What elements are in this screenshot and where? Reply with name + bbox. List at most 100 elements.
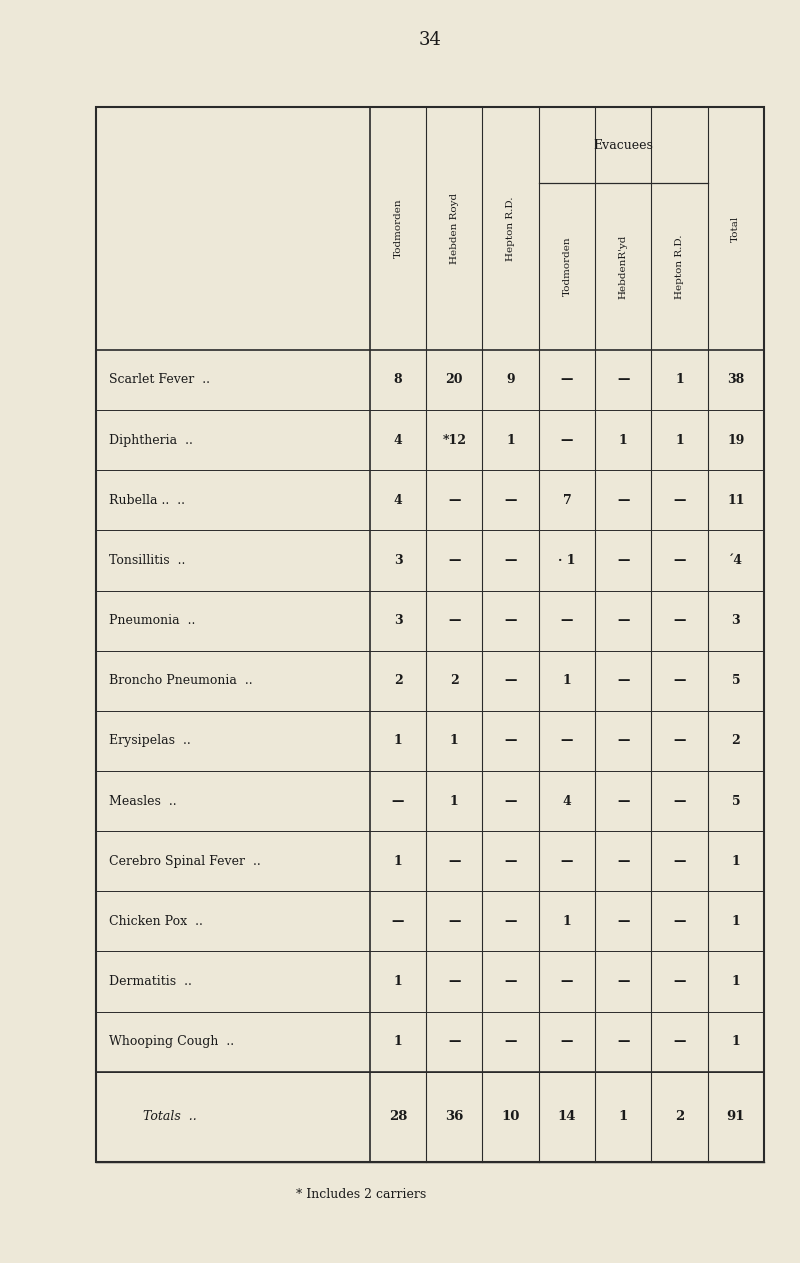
Text: Totals  ..: Totals .. bbox=[142, 1110, 197, 1123]
Text: Pneumonia  ..: Pneumonia .. bbox=[110, 614, 196, 628]
Text: 2: 2 bbox=[731, 734, 740, 748]
Text: —: — bbox=[617, 554, 630, 567]
Text: Whooping Cough  ..: Whooping Cough .. bbox=[110, 1036, 234, 1048]
Text: Hepton R.D.: Hepton R.D. bbox=[675, 235, 684, 299]
Text: 91: 91 bbox=[726, 1110, 745, 1123]
Text: 1: 1 bbox=[450, 734, 458, 748]
Text: 3: 3 bbox=[394, 554, 402, 567]
Text: 1: 1 bbox=[394, 975, 402, 988]
Text: —: — bbox=[448, 554, 461, 567]
Text: —: — bbox=[674, 494, 686, 506]
Text: —: — bbox=[505, 734, 517, 748]
Text: 10: 10 bbox=[502, 1110, 520, 1123]
Text: Todmorden: Todmorden bbox=[394, 198, 402, 259]
Text: Todmorden: Todmorden bbox=[562, 236, 571, 297]
Text: 8: 8 bbox=[394, 374, 402, 386]
Text: * Includes 2 carriers: * Includes 2 carriers bbox=[296, 1188, 426, 1201]
Text: 3: 3 bbox=[394, 614, 402, 628]
Text: Rubella ..  ..: Rubella .. .. bbox=[110, 494, 186, 506]
Text: —: — bbox=[674, 855, 686, 868]
Text: Total: Total bbox=[731, 216, 740, 241]
Text: —: — bbox=[617, 914, 630, 928]
Text: Hepton R.D.: Hepton R.D. bbox=[506, 196, 515, 261]
Text: —: — bbox=[448, 914, 461, 928]
Text: 9: 9 bbox=[506, 374, 515, 386]
Text: —: — bbox=[674, 614, 686, 628]
Text: 1: 1 bbox=[618, 1110, 628, 1123]
Text: —: — bbox=[674, 975, 686, 988]
Text: 38: 38 bbox=[727, 374, 745, 386]
Text: 1: 1 bbox=[731, 1036, 740, 1048]
Text: 20: 20 bbox=[446, 374, 463, 386]
Text: —: — bbox=[617, 374, 630, 386]
Text: 1: 1 bbox=[731, 975, 740, 988]
Text: 1: 1 bbox=[394, 1036, 402, 1048]
Text: —: — bbox=[617, 674, 630, 687]
Text: —: — bbox=[561, 614, 573, 628]
Text: —: — bbox=[392, 914, 404, 928]
Text: —: — bbox=[561, 734, 573, 748]
Text: ´4: ´4 bbox=[728, 554, 743, 567]
Text: 19: 19 bbox=[727, 433, 745, 447]
Text: Broncho Pneumonia  ..: Broncho Pneumonia .. bbox=[110, 674, 253, 687]
Text: —: — bbox=[617, 494, 630, 506]
Text: 5: 5 bbox=[731, 674, 740, 687]
Text: · 1: · 1 bbox=[558, 554, 576, 567]
Text: 4: 4 bbox=[394, 433, 402, 447]
Text: —: — bbox=[561, 975, 573, 988]
Text: —: — bbox=[617, 794, 630, 807]
Text: Tonsillitis  ..: Tonsillitis .. bbox=[110, 554, 186, 567]
Text: Erysipelas  ..: Erysipelas .. bbox=[110, 734, 191, 748]
Text: —: — bbox=[505, 674, 517, 687]
Text: —: — bbox=[617, 855, 630, 868]
Text: Measles  ..: Measles .. bbox=[110, 794, 177, 807]
Text: Scarlet Fever  ..: Scarlet Fever .. bbox=[110, 374, 210, 386]
Text: —: — bbox=[448, 975, 461, 988]
Text: 5: 5 bbox=[731, 794, 740, 807]
Text: —: — bbox=[561, 433, 573, 447]
Text: 3: 3 bbox=[731, 614, 740, 628]
Text: Cerebro Spinal Fever  ..: Cerebro Spinal Fever .. bbox=[110, 855, 261, 868]
Text: 2: 2 bbox=[394, 674, 402, 687]
Text: 1: 1 bbox=[506, 433, 515, 447]
Text: —: — bbox=[674, 1036, 686, 1048]
Text: 28: 28 bbox=[389, 1110, 407, 1123]
Text: —: — bbox=[505, 614, 517, 628]
Text: —: — bbox=[505, 794, 517, 807]
Text: 4: 4 bbox=[394, 494, 402, 506]
Text: —: — bbox=[505, 975, 517, 988]
Text: —: — bbox=[674, 554, 686, 567]
Text: —: — bbox=[674, 734, 686, 748]
Text: 34: 34 bbox=[418, 32, 442, 49]
Text: —: — bbox=[674, 914, 686, 928]
Text: —: — bbox=[561, 374, 573, 386]
Text: —: — bbox=[561, 1036, 573, 1048]
Text: —: — bbox=[505, 1036, 517, 1048]
Text: 1: 1 bbox=[619, 433, 628, 447]
Text: —: — bbox=[561, 855, 573, 868]
Text: —: — bbox=[448, 855, 461, 868]
Text: Dermatitis  ..: Dermatitis .. bbox=[110, 975, 192, 988]
Text: —: — bbox=[617, 734, 630, 748]
Text: 14: 14 bbox=[558, 1110, 576, 1123]
Text: —: — bbox=[505, 554, 517, 567]
Text: *12: *12 bbox=[442, 433, 466, 447]
Text: 1: 1 bbox=[731, 914, 740, 928]
Text: Hebden Royd: Hebden Royd bbox=[450, 193, 459, 264]
Text: 7: 7 bbox=[562, 494, 571, 506]
Text: 36: 36 bbox=[445, 1110, 463, 1123]
Text: 1: 1 bbox=[675, 374, 684, 386]
Text: —: — bbox=[392, 794, 404, 807]
Text: Diphtheria  ..: Diphtheria .. bbox=[110, 433, 194, 447]
Text: Evacuees: Evacuees bbox=[594, 139, 653, 152]
Text: —: — bbox=[448, 1036, 461, 1048]
Text: —: — bbox=[674, 794, 686, 807]
Text: HebdenR'yd: HebdenR'yd bbox=[618, 235, 628, 299]
Text: —: — bbox=[448, 614, 461, 628]
Text: 4: 4 bbox=[562, 794, 571, 807]
Text: —: — bbox=[448, 494, 461, 506]
Text: 1: 1 bbox=[731, 855, 740, 868]
Text: 1: 1 bbox=[562, 914, 571, 928]
Text: 1: 1 bbox=[675, 433, 684, 447]
Text: —: — bbox=[505, 494, 517, 506]
